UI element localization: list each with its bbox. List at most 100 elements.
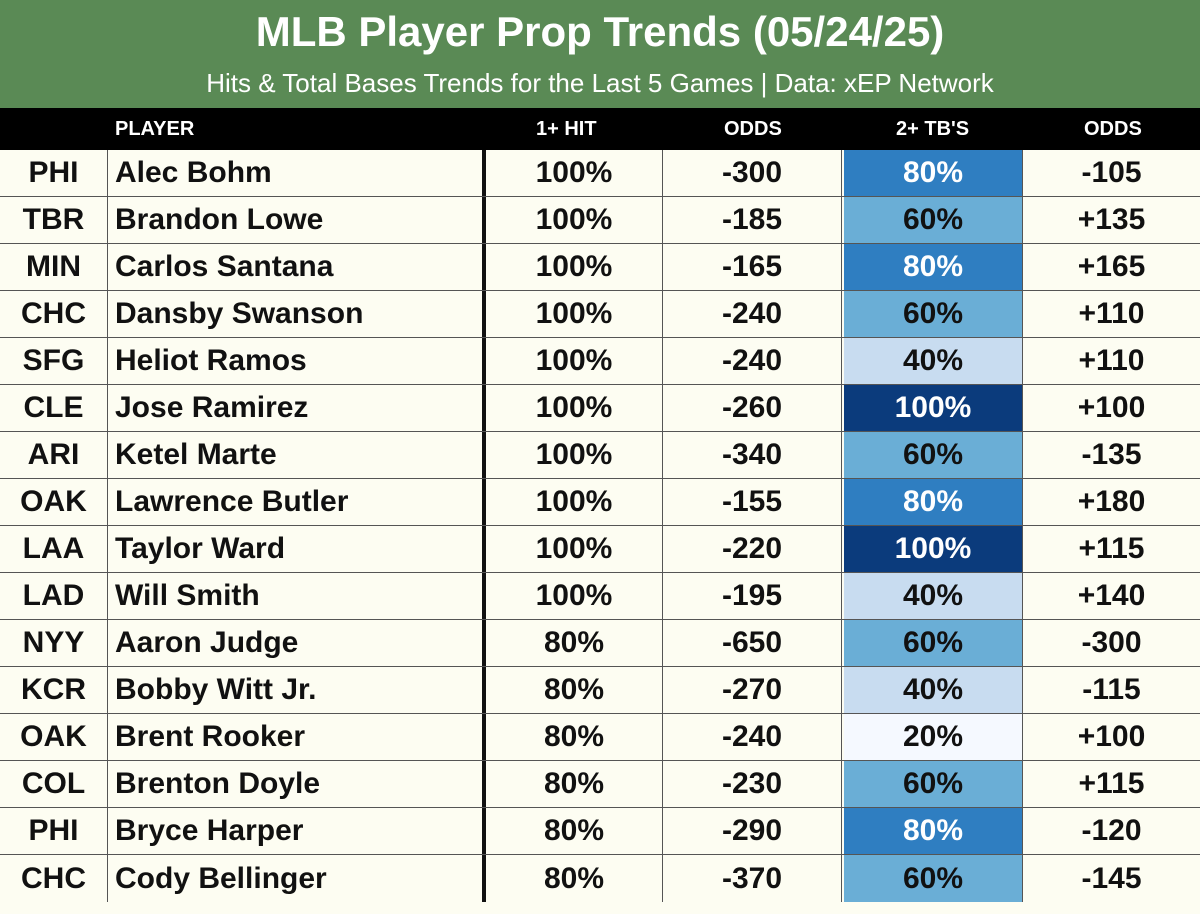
player-name-cell: Bobby Witt Jr.: [115, 673, 317, 706]
tb-rate-cell: 60%: [844, 197, 1022, 243]
table-row: CLE Jose Ramirez 100% -260 100% +100: [0, 385, 1200, 432]
tb-odds-cell: +110: [1022, 291, 1200, 337]
tb-rate-cell: 60%: [844, 761, 1022, 807]
player-name-cell: Brandon Lowe: [115, 203, 324, 236]
tb-rate-cell: 100%: [844, 385, 1022, 431]
hit-odds-cell: -155: [662, 479, 842, 525]
tb-odds-cell: -105: [1022, 150, 1200, 196]
team-cell: NYY: [0, 620, 108, 666]
hit-rate-cell: 100%: [482, 526, 662, 572]
player-name-cell: Dansby Swanson: [115, 297, 364, 330]
hit-odds-cell: -290: [662, 808, 842, 854]
hit-rate-cell: 100%: [482, 573, 662, 619]
tb-odds-cell: +165: [1022, 244, 1200, 290]
tb-odds-cell: +115: [1022, 761, 1200, 807]
team-cell: PHI: [0, 150, 108, 196]
hit-rate-cell: 100%: [482, 291, 662, 337]
hit-rate-cell: 100%: [482, 385, 662, 431]
hit-rate-cell: 80%: [482, 714, 662, 760]
tb-rate-cell: 80%: [844, 150, 1022, 196]
hit-odds-cell: -240: [662, 338, 842, 384]
team-cell: ARI: [0, 432, 108, 478]
table-row: CHC Dansby Swanson 100% -240 60% +110: [0, 291, 1200, 338]
column-header-hit: 1+ HIT: [536, 118, 597, 140]
column-header-row: PLAYER 1+ HIT ODDS 2+ TB'S ODDS: [0, 108, 1200, 150]
player-name-cell: Alec Bohm: [115, 156, 272, 189]
team-cell: CHC: [0, 855, 108, 902]
team-cell: CLE: [0, 385, 108, 431]
player-name-cell: Carlos Santana: [115, 250, 334, 283]
table-row: LAA Taylor Ward 100% -220 100% +115: [0, 526, 1200, 573]
hit-odds-cell: -260: [662, 385, 842, 431]
hit-rate-cell: 100%: [482, 244, 662, 290]
hit-rate-cell: 100%: [482, 338, 662, 384]
team-cell: OAK: [0, 479, 108, 525]
player-name-cell: Aaron Judge: [115, 626, 299, 659]
hit-rate-cell: 80%: [482, 808, 662, 854]
hit-rate-cell: 100%: [482, 479, 662, 525]
hit-rate-cell: 80%: [482, 620, 662, 666]
player-name-cell: Bryce Harper: [115, 814, 304, 847]
table-row: NYY Aaron Judge 80% -650 60% -300: [0, 620, 1200, 667]
team-cell: OAK: [0, 714, 108, 760]
tb-rate-cell: 20%: [844, 714, 1022, 760]
tb-odds-cell: -145: [1022, 855, 1200, 902]
hit-odds-cell: -650: [662, 620, 842, 666]
player-name-cell: Brenton Doyle: [115, 767, 321, 800]
table-row: SFG Heliot Ramos 100% -240 40% +110: [0, 338, 1200, 385]
page-title: MLB Player Prop Trends (05/24/25): [255, 8, 945, 55]
table-row: COL Brenton Doyle 80% -230 60% +115: [0, 761, 1200, 808]
tb-odds-cell: +115: [1022, 526, 1200, 572]
team-cell: LAA: [0, 526, 108, 572]
hit-rate-cell: 80%: [482, 855, 662, 902]
table-row: PHI Alec Bohm 100% -300 80% -105: [0, 150, 1200, 197]
hit-rate-cell: 80%: [482, 761, 662, 807]
hit-odds-cell: -240: [662, 714, 842, 760]
tb-odds-cell: +135: [1022, 197, 1200, 243]
tb-odds-cell: +180: [1022, 479, 1200, 525]
hit-odds-cell: -240: [662, 291, 842, 337]
tb-rate-cell: 40%: [844, 338, 1022, 384]
tb-rate-cell: 60%: [844, 291, 1022, 337]
player-name-cell: Will Smith: [115, 579, 260, 612]
table-row: MIN Carlos Santana 100% -165 80% +165: [0, 244, 1200, 291]
tb-odds-cell: +110: [1022, 338, 1200, 384]
team-cell: KCR: [0, 667, 108, 713]
page-subtitle: Hits & Total Bases Trends for the Last 5…: [206, 68, 994, 98]
tb-rate-cell: 60%: [844, 620, 1022, 666]
hit-odds-cell: -340: [662, 432, 842, 478]
team-cell: LAD: [0, 573, 108, 619]
hit-odds-cell: -220: [662, 526, 842, 572]
player-name-cell: Lawrence Butler: [115, 485, 349, 518]
player-name-cell: Taylor Ward: [115, 532, 286, 565]
tb-rate-cell: 40%: [844, 667, 1022, 713]
hit-odds-cell: -230: [662, 761, 842, 807]
team-cell: MIN: [0, 244, 108, 290]
player-name-cell: Cody Bellinger: [115, 861, 327, 895]
hit-odds-cell: -195: [662, 573, 842, 619]
header-banner: MLB Player Prop Trends (05/24/25) Hits &…: [0, 0, 1200, 108]
player-table-body: PHI Alec Bohm 100% -300 80% -105 TBR Brandon Lo…: [0, 150, 1200, 902]
player-name-cell: Heliot Ramos: [115, 344, 307, 377]
column-header-tb: 2+ TB'S: [896, 118, 970, 140]
column-header-player: PLAYER: [115, 118, 195, 140]
table-row: TBR Brandon Lowe 100% -185 60% +135: [0, 197, 1200, 244]
column-header-odds: ODDS: [1084, 118, 1142, 140]
player-name-cell: Brent Rooker: [115, 720, 306, 753]
tb-odds-cell: +140: [1022, 573, 1200, 619]
column-header-odds: ODDS: [724, 118, 782, 140]
tb-rate-cell: 80%: [844, 479, 1022, 525]
hit-rate-cell: 100%: [482, 150, 662, 196]
table-row: CHC Cody Bellinger 80% -370 60% -145: [0, 855, 1200, 902]
tb-rate-cell: 80%: [844, 244, 1022, 290]
team-cell: CHC: [0, 291, 108, 337]
hit-rate-cell: 80%: [482, 667, 662, 713]
hit-rate-cell: 100%: [482, 197, 662, 243]
hit-odds-cell: -370: [662, 855, 842, 902]
player-name-cell: Jose Ramirez: [115, 391, 309, 424]
table-row: OAK Lawrence Butler 100% -155 80% +180: [0, 479, 1200, 526]
table-row: LAD Will Smith 100% -195 40% +140: [0, 573, 1200, 620]
tb-rate-cell: 100%: [844, 526, 1022, 572]
player-name-cell: Ketel Marte: [115, 438, 277, 471]
table-row: ARI Ketel Marte 100% -340 60% -135: [0, 432, 1200, 479]
